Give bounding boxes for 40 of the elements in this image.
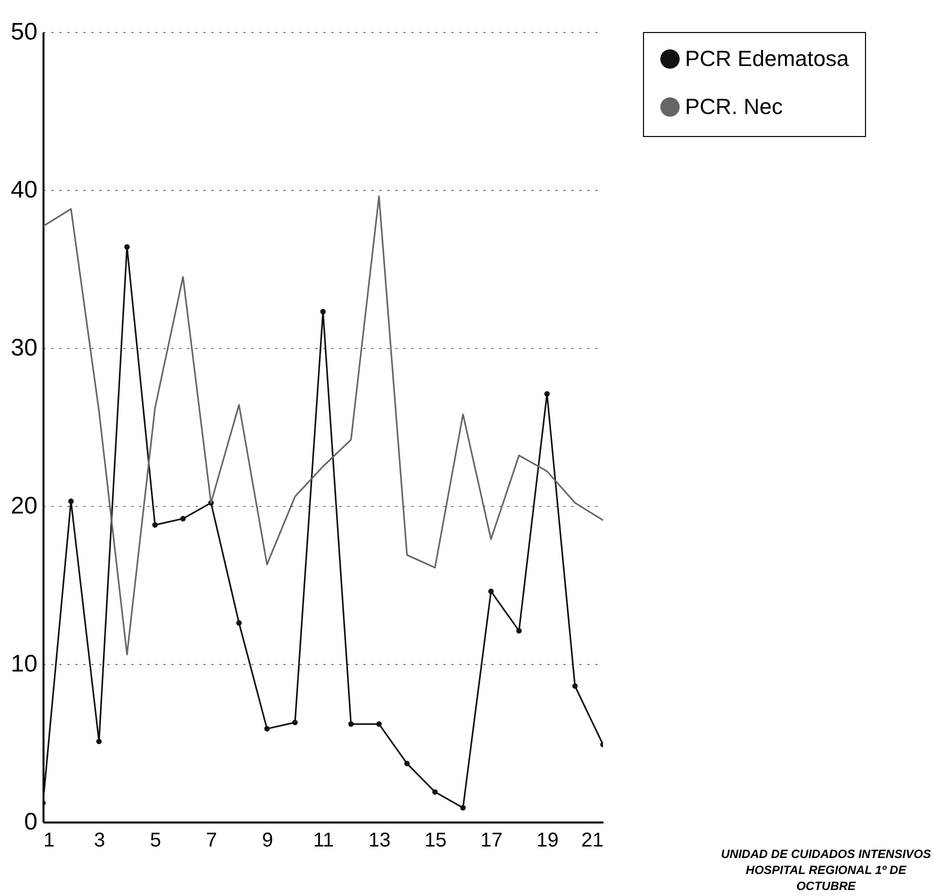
- x-tick-label: 17: [480, 830, 503, 852]
- x-tick-label: 9: [262, 830, 274, 852]
- point: [152, 522, 158, 528]
- x-tick-label: 15: [424, 830, 447, 852]
- x-tick-label: 19: [536, 830, 559, 852]
- y-tick-label: 30: [10, 334, 38, 362]
- point: [320, 308, 326, 314]
- point: [516, 628, 522, 634]
- y-tick-label: 50: [10, 18, 38, 46]
- y-tick-label: 20: [10, 492, 38, 520]
- point: [460, 805, 466, 811]
- point: [404, 760, 410, 766]
- x-tick-label: 7: [206, 830, 218, 852]
- x-tick-label: 13: [368, 830, 391, 852]
- text: HOSPITAL REGIONAL 1º DE OCTUBRE: [744, 862, 908, 894]
- point: [488, 588, 494, 594]
- point: [264, 726, 270, 732]
- y-tick-label: 10: [10, 650, 38, 678]
- point: [376, 721, 382, 727]
- point: [292, 720, 298, 726]
- line-series: [43, 196, 603, 656]
- point: [124, 244, 130, 250]
- point: [432, 789, 438, 795]
- x-tick-label: 5: [150, 830, 162, 852]
- y-tick-label: 40: [10, 176, 38, 204]
- point: [348, 721, 354, 727]
- point: [68, 498, 74, 504]
- legend-label: PCR Edematosa: [685, 46, 850, 71]
- text: UNIDAD DE CUIDADOS INTENSIVOS: [720, 846, 932, 862]
- point: [544, 391, 550, 397]
- point: [236, 620, 242, 626]
- x-tick-label: 21: [581, 830, 604, 852]
- x-tick-label: 1: [44, 830, 55, 852]
- point: [572, 683, 578, 689]
- point: [96, 738, 102, 744]
- legend-label: PCR. Nec: [685, 94, 783, 119]
- x-tick-label: 11: [313, 830, 334, 852]
- point: [180, 516, 186, 522]
- x-tick-label: 3: [94, 830, 106, 852]
- y-tick-label: 0: [24, 808, 38, 836]
